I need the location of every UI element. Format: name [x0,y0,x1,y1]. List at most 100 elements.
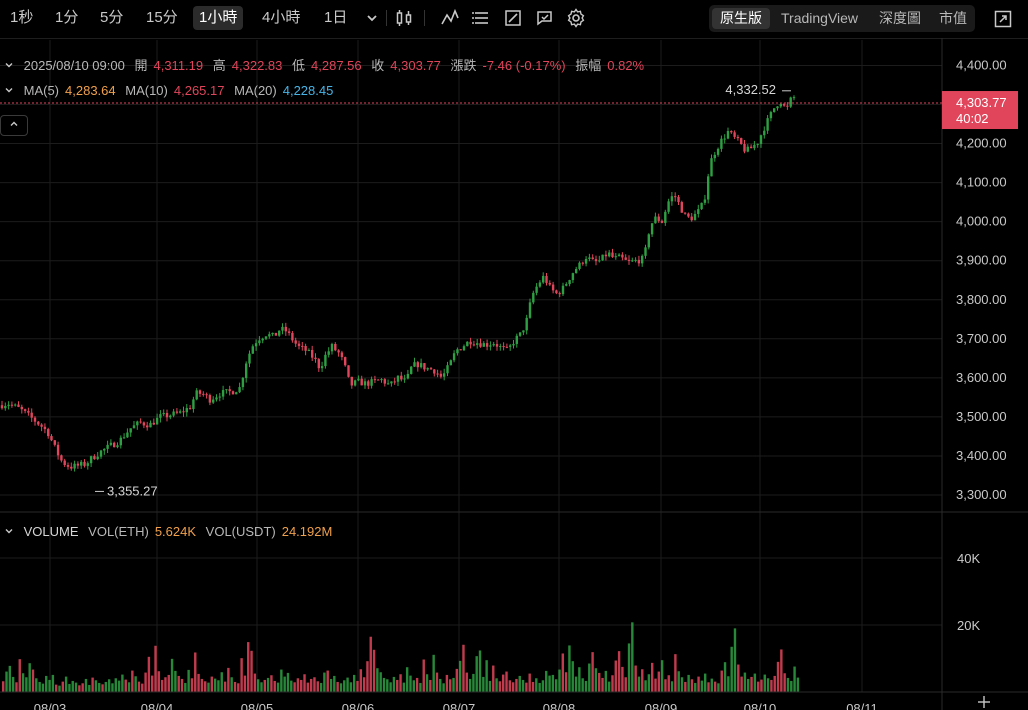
volume-bar [647,674,651,692]
candle-body [713,154,716,159]
axis-settings-icon[interactable] [978,696,990,708]
candle-body [690,216,693,221]
timeframe-5m[interactable]: 5分 [100,9,124,26]
chevron-down-icon[interactable] [4,57,14,75]
volume-bar [396,679,399,692]
chevron-down-icon[interactable] [362,8,382,28]
volume-bar [713,681,717,692]
candle-body [485,343,489,347]
volume-tick-label: 20K [957,618,980,633]
candle-body [172,411,175,416]
volume-bar [445,674,449,692]
volume-bar [339,683,343,692]
view-switcher: 原生版 TradingView 深度圖 市值 [709,5,975,32]
replay-icon[interactable] [535,8,555,28]
view-market-cap[interactable]: 市值 [939,10,967,26]
candle-body [205,394,208,396]
volume-bar [233,681,237,692]
view-depth[interactable]: 深度圖 [879,10,921,26]
candle-body [495,344,499,347]
volume-bar [723,662,727,692]
volume-bar [684,681,687,692]
chevron-down-icon[interactable] [4,82,14,100]
volume-bar [71,680,74,692]
timeframe-4h[interactable]: 4小時 [262,9,301,26]
view-tradingview[interactable]: TradingView [781,10,859,26]
drawing-icon[interactable] [503,8,523,28]
volume-tick-label: 40K [957,551,980,566]
view-native[interactable]: 原生版 [712,8,770,29]
volume-bar [359,669,363,692]
timeframe-1d[interactable]: 1日 [324,9,348,26]
volume-bar [356,680,359,692]
candle-body [0,405,4,409]
candle-body [40,424,43,427]
candlestick-type-icon[interactable] [394,8,414,28]
candle-body [47,429,50,437]
volume-bar [412,680,416,692]
candle-body [139,421,142,423]
volume-bar [528,673,531,692]
volume-bar [38,681,41,692]
ma5-label: MA(5) [23,83,60,98]
candle-body [472,344,476,346]
volume-bar [717,683,720,692]
chart-axes: 4,400.004,300.004,200.004,100.004,000.00… [0,38,1028,710]
candle-body [218,396,221,398]
volume-bar [290,680,293,692]
candle-body [208,395,212,403]
volume-bar [707,682,710,692]
price-tick-label: 3,400.00 [956,448,1007,463]
volume-bar [313,677,316,692]
candle-body [377,379,380,381]
volume-bar [531,681,535,692]
candle-body [647,234,650,248]
timeframe-1h[interactable]: 1小時 [193,6,244,30]
volume-bar [753,673,757,692]
volume-bar [541,680,545,692]
timeframe-1m[interactable]: 1分 [55,9,79,26]
collapse-indicators-button[interactable] [0,115,28,136]
volume-bar [326,670,329,692]
volume-bar [266,677,270,692]
volume-bar [333,675,336,692]
candle-body [116,445,119,448]
volume-bar [588,663,591,692]
candle-body [17,404,20,407]
volume-bar [300,679,303,692]
candle-body [604,254,608,257]
timeframe-1s[interactable]: 1秒 [10,9,34,26]
candle-body [311,350,314,358]
volume-bar [478,650,482,692]
indicator-icon[interactable] [440,8,460,28]
volume-bar [664,679,667,692]
volume-bar [137,681,141,692]
chevron-down-icon[interactable] [4,523,14,541]
volume-bar [379,672,382,692]
candle-body [733,132,736,137]
timeframe-15m[interactable]: 15分 [146,9,178,26]
volume-bar [329,678,333,692]
candle-body [575,268,578,274]
candle-body [198,390,202,394]
volume-bar [25,677,28,692]
fullscreen-icon[interactable] [993,9,1013,29]
date-tick-label: 08/10 [744,701,777,710]
candle-body [396,375,400,382]
date-tick-label: 08/06 [342,701,375,710]
candle-body [245,363,248,378]
candle-body [390,381,393,384]
candle-body [650,223,654,235]
candle-body [766,118,769,131]
volume-bar [230,677,233,692]
volume-bar [604,670,608,692]
price-tick-label: 4,400.00 [956,57,1007,72]
gear-icon[interactable] [566,8,586,28]
volume-bar [84,678,88,692]
candle-body [716,148,720,155]
volume-bar [475,656,478,692]
menu-lines-icon[interactable] [471,8,491,28]
volume-bar [306,682,310,692]
volume-bar [286,672,290,692]
